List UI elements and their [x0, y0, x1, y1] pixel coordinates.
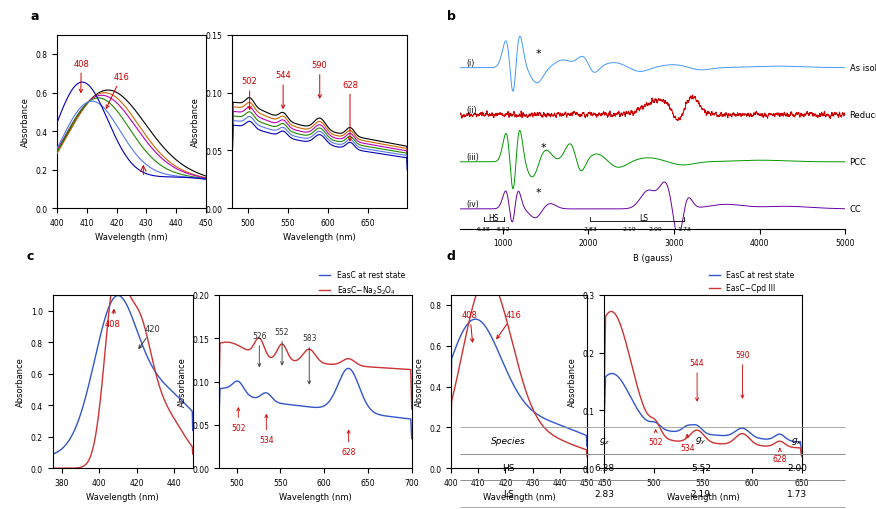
- Text: 416: 416: [106, 73, 130, 109]
- Legend: EasC at rest state, EasC$-$Na$_2$S$_2$O$_4$: EasC at rest state, EasC$-$Na$_2$S$_2$O$…: [316, 268, 408, 299]
- Text: 544: 544: [689, 359, 704, 401]
- Text: d: d: [447, 249, 456, 263]
- Text: 534: 534: [680, 435, 695, 452]
- Text: 2.83: 2.83: [583, 226, 597, 231]
- Text: (iii): (iii): [467, 153, 479, 161]
- Legend: EasC at rest state, EasC−Cpd III: EasC at rest state, EasC−Cpd III: [706, 268, 798, 296]
- Text: 420: 420: [139, 324, 161, 349]
- Y-axis label: Absorbance: Absorbance: [20, 97, 30, 147]
- Text: *: *: [536, 49, 541, 59]
- Text: LS: LS: [639, 213, 648, 222]
- Text: 534: 534: [259, 415, 273, 444]
- Text: 502: 502: [231, 408, 245, 432]
- X-axis label: B (gauss): B (gauss): [632, 253, 673, 262]
- Text: CC: CC: [850, 205, 861, 214]
- Text: b: b: [447, 10, 456, 23]
- Text: 5.52: 5.52: [497, 226, 511, 231]
- Text: HS: HS: [488, 213, 498, 222]
- Text: 544: 544: [275, 71, 291, 109]
- Text: (ii): (ii): [467, 105, 477, 115]
- X-axis label: Wavelength (nm): Wavelength (nm): [86, 493, 159, 501]
- Y-axis label: Absorbance: Absorbance: [191, 97, 200, 147]
- Text: a: a: [31, 10, 39, 23]
- Text: 502: 502: [242, 77, 258, 110]
- Text: (iv): (iv): [467, 200, 479, 209]
- X-axis label: Wavelength (nm): Wavelength (nm): [95, 233, 168, 242]
- Text: 1.73: 1.73: [677, 226, 691, 231]
- X-axis label: Wavelength (nm): Wavelength (nm): [667, 493, 739, 501]
- Text: *: *: [536, 188, 541, 198]
- Text: (i): (i): [467, 59, 475, 68]
- Text: 628: 628: [342, 431, 356, 457]
- Text: 526: 526: [252, 331, 266, 367]
- Text: 2.19: 2.19: [623, 226, 637, 231]
- Text: 590: 590: [312, 61, 328, 99]
- Y-axis label: Absorbance: Absorbance: [568, 357, 577, 407]
- X-axis label: Wavelength (nm): Wavelength (nm): [483, 493, 555, 501]
- Text: 6.38: 6.38: [477, 226, 491, 231]
- Text: 628: 628: [342, 80, 358, 142]
- Text: 408: 408: [74, 60, 89, 93]
- Text: 502: 502: [648, 430, 663, 446]
- Text: 408: 408: [462, 310, 478, 342]
- Text: PCC: PCC: [850, 158, 866, 167]
- Text: 552: 552: [275, 327, 289, 365]
- Text: Reduced: Reduced: [850, 111, 876, 120]
- Text: 583: 583: [302, 333, 316, 384]
- Text: As isolated: As isolated: [850, 64, 876, 73]
- X-axis label: Wavelength (nm): Wavelength (nm): [279, 493, 352, 501]
- Text: 590: 590: [735, 351, 750, 398]
- Text: c: c: [26, 249, 33, 263]
- Text: *: *: [540, 143, 546, 153]
- Y-axis label: Absorbance: Absorbance: [178, 357, 187, 407]
- X-axis label: Wavelength (nm): Wavelength (nm): [283, 233, 357, 242]
- Text: 628: 628: [773, 448, 787, 463]
- Y-axis label: Absorbance: Absorbance: [16, 357, 25, 407]
- Text: 408: 408: [105, 310, 121, 329]
- Text: 2.00: 2.00: [648, 226, 662, 231]
- Y-axis label: Absorbance: Absorbance: [414, 357, 424, 407]
- Text: 416: 416: [497, 310, 521, 339]
